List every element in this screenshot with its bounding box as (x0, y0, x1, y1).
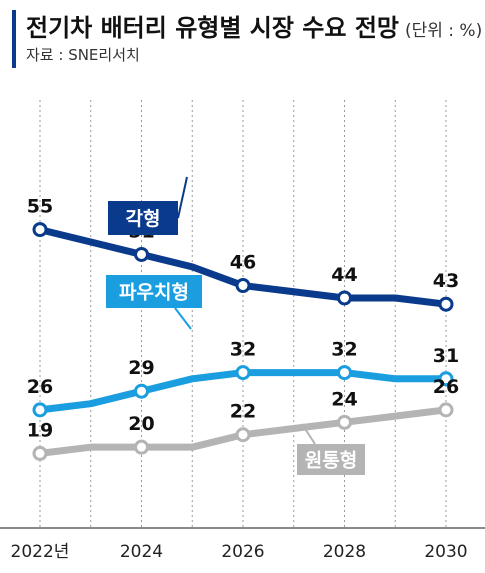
data-point-marker (32, 222, 48, 238)
data-value-label: 55 (27, 196, 53, 218)
data-point-marker (32, 402, 48, 418)
data-value-label: 31 (433, 345, 459, 367)
data-point-marker (235, 278, 251, 294)
data-point-marker (438, 371, 454, 387)
chart-title-text: 전기차 배터리 유형별 시장 수요 전망 (26, 14, 399, 42)
series-name-label: 원통형 (305, 450, 357, 472)
data-point-marker (438, 296, 454, 312)
x-tick-label: 2026 (221, 542, 264, 562)
data-point-marker (337, 365, 352, 381)
series-label-box (106, 275, 202, 308)
data-point-marker (134, 439, 149, 455)
source-label: 자료 : SNE리서치 (26, 46, 140, 64)
series-label-box (297, 444, 365, 475)
series-leader-line (174, 307, 192, 330)
data-value-label: 43 (433, 270, 459, 292)
data-point-marker (134, 246, 149, 262)
data-value-label: 20 (128, 413, 154, 435)
data-value-label: 46 (230, 252, 256, 274)
x-tick-label: 2028 (323, 542, 366, 562)
title-accent-bar (12, 10, 16, 68)
data-value-label: 26 (433, 376, 459, 398)
series-label-box (108, 201, 178, 235)
data-point-marker (134, 383, 149, 399)
series-name-label: 파우치형 (119, 282, 189, 304)
data-point-marker (235, 365, 251, 381)
data-point-marker (235, 427, 251, 443)
series-leader-line (301, 423, 316, 445)
data-point-marker (337, 414, 352, 430)
data-value-label: 22 (230, 401, 256, 423)
data-point-marker (337, 290, 352, 306)
data-value-label: 32 (230, 339, 256, 361)
series-leader-line (177, 176, 188, 219)
data-value-label: 29 (128, 357, 154, 379)
x-tick-label: 2022년 (11, 542, 70, 562)
data-value-label: 24 (331, 388, 357, 410)
data-value-label: 32 (331, 339, 357, 361)
data-value-label: 19 (27, 419, 53, 441)
x-tick-label: 2024 (120, 542, 163, 562)
data-value-label: 44 (331, 264, 357, 286)
chart-title: 전기차 배터리 유형별 시장 수요 전망 (단위 : %) (26, 8, 482, 43)
data-value-label: 26 (27, 376, 53, 398)
unit-label: (단위 : %) (404, 21, 483, 41)
series-name-label: 각형 (126, 208, 161, 230)
data-point-marker (438, 402, 454, 418)
data-point-marker (32, 445, 48, 461)
x-tick-label: 2030 (424, 542, 467, 562)
